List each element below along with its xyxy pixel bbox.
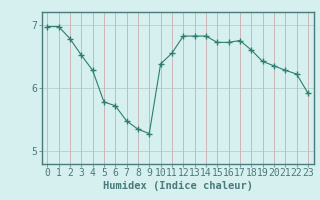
X-axis label: Humidex (Indice chaleur): Humidex (Indice chaleur): [103, 181, 252, 191]
